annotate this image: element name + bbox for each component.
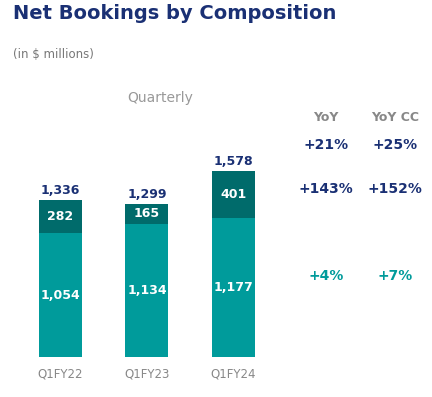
Bar [39,233,82,357]
Text: 401: 401 [220,188,246,201]
Text: 1,578: 1,578 [213,155,253,168]
Text: 1,054: 1,054 [41,289,80,302]
Text: 1,134: 1,134 [127,284,167,297]
Text: 1,177: 1,177 [213,281,253,295]
Text: (in $ millions): (in $ millions) [13,48,94,61]
Text: +25%: +25% [373,138,418,152]
Bar [212,171,255,218]
Bar [125,224,168,357]
Text: Net Bookings by Composition: Net Bookings by Composition [13,4,337,23]
Text: YoY CC: YoY CC [371,111,419,124]
Text: 165: 165 [134,207,160,220]
Bar [212,218,255,357]
Text: 1,299: 1,299 [127,188,167,201]
Text: 1,336: 1,336 [41,184,80,197]
Text: +21%: +21% [304,138,349,152]
Text: +7%: +7% [378,269,413,283]
Text: +143%: +143% [299,181,353,196]
Text: +152%: +152% [368,181,423,196]
Bar [125,204,168,224]
Text: 282: 282 [48,210,73,223]
Text: YoY: YoY [314,111,339,124]
Text: +4%: +4% [308,269,344,283]
Bar [39,200,82,233]
Text: Quarterly: Quarterly [127,91,193,105]
